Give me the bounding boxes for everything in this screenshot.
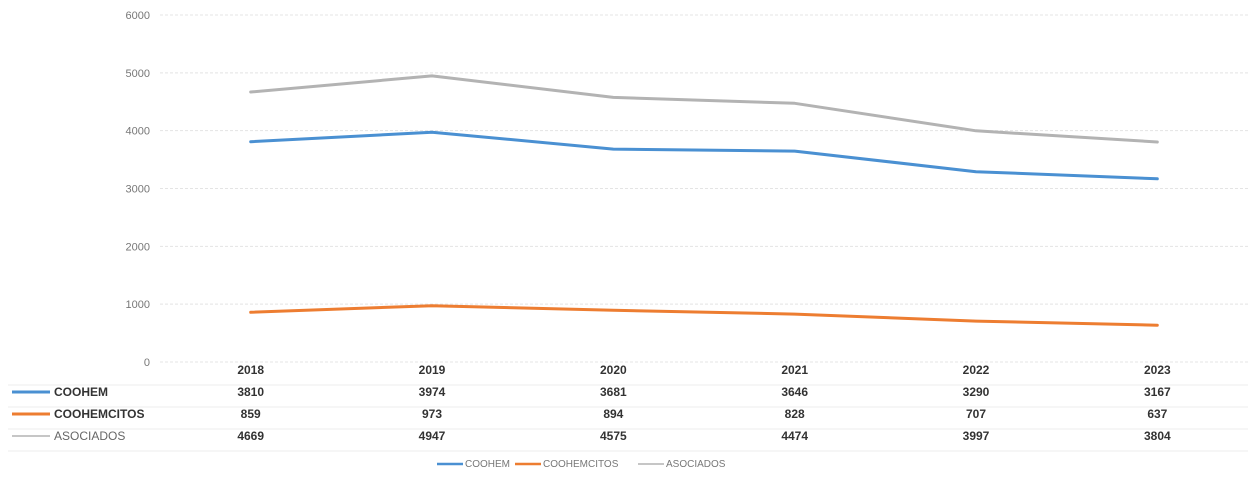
legend-item: COOHEM <box>465 459 510 470</box>
table-cell-value: 4474 <box>781 429 808 443</box>
y-tick-label: 5000 <box>126 68 150 80</box>
gridlines <box>160 14 1248 363</box>
table-cell-value: 4947 <box>419 429 446 443</box>
table-row-label: COOHEM <box>54 385 108 399</box>
table-cell-value: 3681 <box>600 385 627 399</box>
series-lines <box>249 74 1159 327</box>
x-category-label: 2018 <box>237 363 264 377</box>
series-line-coohemcitos <box>249 304 1159 327</box>
y-tick-label: 2000 <box>126 241 150 253</box>
y-tick-label: 6000 <box>126 10 150 22</box>
table-row-label: COOHEMCITOS <box>54 407 144 421</box>
table-cell-value: 4575 <box>600 429 627 443</box>
y-tick-label: 1000 <box>126 299 150 311</box>
table-cell-value: 973 <box>422 407 442 421</box>
legend-item: ASOCIADOS <box>666 459 726 470</box>
table-cell-value: 4669 <box>237 429 264 443</box>
table-cell-value: 3997 <box>963 429 990 443</box>
table-cell-value: 894 <box>603 407 623 421</box>
table-cell-value: 3646 <box>781 385 808 399</box>
table-cell-value: 3290 <box>963 385 990 399</box>
x-category-label: 2023 <box>1144 363 1171 377</box>
legend-item: COOHEMCITOS <box>543 459 619 470</box>
series-line-coohem <box>249 130 1159 181</box>
y-tick-label: 4000 <box>126 126 150 138</box>
table-cell-value: 3804 <box>1144 429 1171 443</box>
data-table: 2018 2019 2020 2021 2022 2023 COOHEM 3810 3974 36… <box>8 363 1248 452</box>
table-cell-value: 637 <box>1147 407 1167 421</box>
x-category-label: 2019 <box>419 363 446 377</box>
table-cell-value: 828 <box>785 407 805 421</box>
table-cell-value: 3974 <box>419 385 446 399</box>
legend: COOHEM COOHEMCITOS ASOCIADOS <box>437 459 726 470</box>
table-cell-value: 3810 <box>237 385 264 399</box>
table-cell-value: 3167 <box>1144 385 1171 399</box>
x-category-label: 2021 <box>781 363 808 377</box>
table-row-label: ASOCIADOS <box>54 429 125 443</box>
x-category-label: 2022 <box>963 363 990 377</box>
series-line-asociados <box>249 74 1159 144</box>
y-tick-label: 0 <box>144 357 150 369</box>
y-axis: 0 1000 2000 3000 4000 5000 6000 <box>126 10 150 369</box>
table-cell-value: 707 <box>966 407 986 421</box>
y-tick-label: 3000 <box>126 184 150 196</box>
x-category-label: 2020 <box>600 363 627 377</box>
table-cell-value: 859 <box>241 407 261 421</box>
